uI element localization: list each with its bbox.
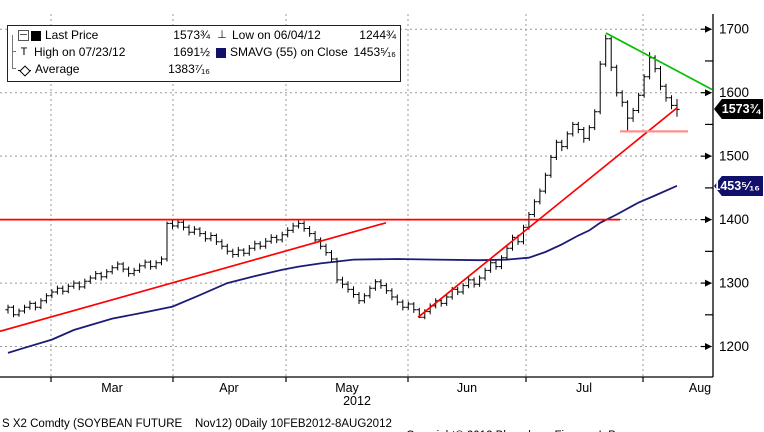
legend-row-smavg: SMAVG (55) on Close 1453⁵⁄₁₆ — [216, 44, 396, 61]
x-axis-month-label: Jun — [457, 381, 477, 395]
security-description: S X2 Comdty (SOYBEAN FUTURE Nov12) 0Dail… — [2, 418, 392, 430]
x-axis-month-label: May — [335, 381, 359, 395]
y-axis-label: 1400 — [719, 212, 749, 227]
average-marker-icon — [18, 65, 31, 75]
legend-row-low: ⊥ Low on 06/04/12 1244¾ — [216, 27, 396, 44]
y-axis-label: 1700 — [719, 22, 749, 37]
legend-row-average: Average 1383⁷⁄₁₆ — [18, 61, 210, 78]
chart-legend: Last Price 1573¾ T High on 07/23/12 1691… — [7, 25, 401, 82]
legend-tree-connector — [12, 35, 16, 69]
trendline-downtrend-jul-aug — [605, 32, 713, 91]
legend-value: 1691½ — [173, 45, 210, 59]
high-marker-icon: T — [20, 46, 28, 58]
smavg-swatch-icon — [216, 47, 226, 58]
x-axis-month-label: Aug — [689, 381, 711, 395]
legend-value: 1453⁵⁄₁₆ — [353, 45, 396, 59]
legend-value: 1383⁷⁄₁₆ — [168, 62, 210, 76]
y-axis-label: 1200 — [719, 339, 749, 354]
legend-label: Average — [35, 62, 80, 76]
legend-label: SMAVG (55) on Close — [230, 45, 348, 59]
x-axis-month-label: Mar — [101, 381, 123, 395]
chart-footer: S X2 Comdty (SOYBEAN FUTURE Nov12) 0Dail… — [0, 406, 764, 432]
legend-label: Last Price — [45, 28, 99, 42]
y-axis-label: 1300 — [719, 276, 749, 291]
legend-label: High on 07/23/12 — [34, 45, 126, 59]
x-axis-year-label: 2012 — [343, 394, 371, 408]
last-price-swatch-icon — [31, 30, 41, 41]
legend-row-last-price: Last Price 1573¾ — [18, 27, 210, 44]
trendline-uptrend-jun-aug — [417, 107, 678, 318]
legend-value: 1573¾ — [173, 28, 210, 42]
legend-expander-icon[interactable] — [18, 30, 29, 41]
y-axis-label: 1600 — [719, 85, 749, 100]
copyright-text: Copyright© 2012 Bloomberg Finance L.P. — [406, 430, 618, 432]
x-axis-month-label: Jul — [576, 381, 592, 395]
trendline-uptrend-feb-may — [0, 221, 387, 333]
smavg-price-tag: 1453⁵⁄₁₆ — [714, 176, 763, 196]
legend-row-high: T High on 07/23/12 1691½ — [18, 44, 210, 61]
y-axis-label: 1500 — [719, 149, 749, 164]
low-marker-icon: ⊥ — [217, 29, 227, 41]
legend-value: 1244¾ — [359, 28, 396, 42]
last-price-tag: 1573¾ — [714, 99, 763, 119]
x-axis-month-label: Apr — [219, 381, 238, 395]
legend-label: Low on 06/04/12 — [232, 28, 321, 42]
